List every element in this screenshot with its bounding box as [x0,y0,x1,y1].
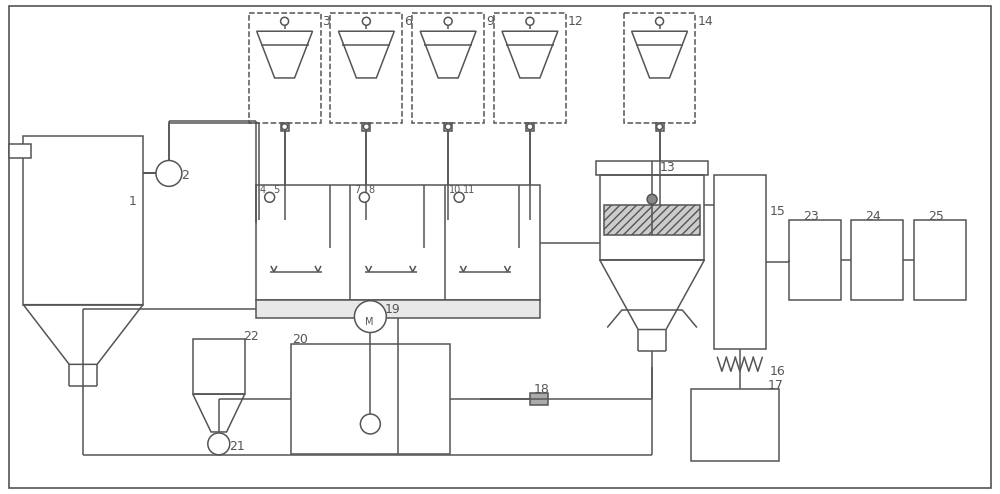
Circle shape [444,17,452,25]
Bar [291,344,450,454]
Circle shape [656,17,664,25]
Text: 16: 16 [769,366,785,378]
Circle shape [354,301,386,332]
Circle shape [657,124,663,129]
Text: 11: 11 [463,185,475,195]
Bar [444,123,452,130]
Circle shape [362,17,370,25]
Bar [914,220,966,300]
Text: 9: 9 [486,15,494,28]
Circle shape [526,17,534,25]
Text: 15: 15 [769,205,785,218]
Text: 17: 17 [767,379,783,392]
Bar [604,205,700,235]
Bar [281,123,289,130]
Bar [330,13,402,123]
Text: 21: 21 [229,440,245,453]
Circle shape [454,192,464,202]
Circle shape [445,124,451,129]
Bar [256,300,540,318]
Bar [851,220,903,300]
Circle shape [281,17,289,25]
Bar [494,13,566,123]
Bar [256,185,540,300]
Text: 1: 1 [129,195,137,208]
Text: 10: 10 [449,185,461,195]
Text: 25: 25 [928,210,944,223]
Circle shape [208,433,230,455]
Bar [714,175,766,349]
Text: 6: 6 [404,15,412,28]
Text: 5: 5 [274,185,280,195]
Text: M: M [365,317,374,327]
Bar [691,389,779,461]
Text: 8: 8 [368,185,374,195]
Text: 22: 22 [243,329,258,342]
Bar [600,175,704,260]
Text: 4: 4 [260,185,266,195]
Bar [789,220,841,300]
Bar [412,13,484,123]
Bar [596,162,708,175]
Bar [526,123,534,130]
Text: 13: 13 [660,162,676,174]
Circle shape [156,161,182,186]
Text: 19: 19 [384,303,400,316]
Circle shape [363,124,369,129]
Text: 24: 24 [865,210,881,223]
Circle shape [647,194,657,204]
Circle shape [359,192,369,202]
Text: 20: 20 [293,332,308,345]
Bar [656,123,664,130]
Bar [362,123,370,130]
Text: 23: 23 [803,210,819,223]
Text: 14: 14 [697,15,713,28]
Text: 3: 3 [322,15,330,28]
Circle shape [282,124,288,129]
Circle shape [527,124,533,129]
Bar [249,13,320,123]
Bar [9,144,31,158]
Text: 12: 12 [568,15,584,28]
Text: 18: 18 [534,383,550,396]
Bar [23,136,143,305]
Circle shape [360,414,380,434]
Bar [624,13,695,123]
Text: 7: 7 [354,185,361,195]
Bar [193,339,245,394]
Bar [530,393,548,405]
Circle shape [265,192,275,202]
Text: 2: 2 [181,169,189,182]
